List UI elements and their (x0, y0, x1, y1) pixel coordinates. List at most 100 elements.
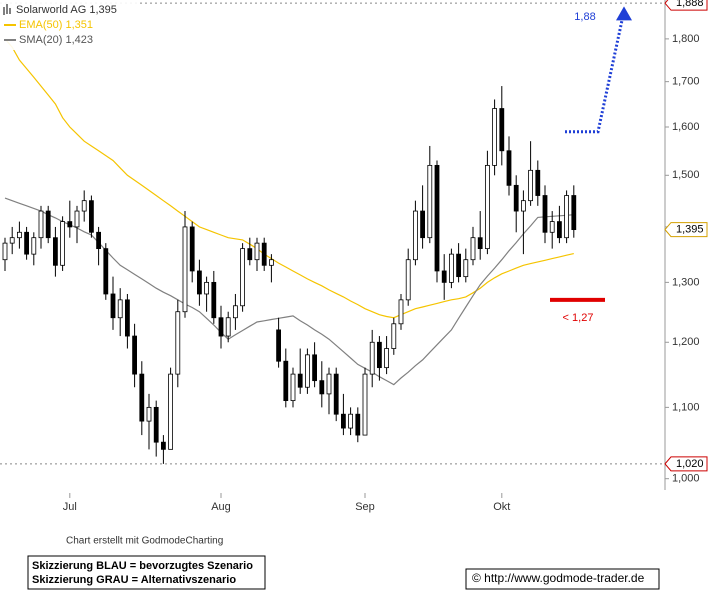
arrow-head (616, 6, 632, 21)
y-tick-label: 1,700 (672, 76, 700, 88)
candle-body (384, 348, 390, 369)
y-tick-label: 1,800 (672, 33, 700, 45)
candle-body (175, 311, 181, 375)
candle-body (340, 413, 346, 429)
y-tick-label: 1,600 (672, 121, 700, 133)
candle-body (204, 281, 210, 295)
candle-body (312, 354, 318, 382)
candle-body (333, 373, 339, 415)
candle-body (125, 299, 130, 337)
candle-body (45, 210, 51, 239)
candle-body (557, 221, 562, 239)
legend-title: Solarworld AG 1,395 (16, 4, 117, 16)
candle-body (103, 248, 109, 295)
candle-body (139, 373, 145, 422)
candle-body (240, 248, 246, 307)
candle-body (398, 299, 404, 325)
candle-body (67, 221, 73, 228)
candle-body (456, 253, 462, 278)
scenario-up-arrow (565, 20, 624, 134)
candle-body (31, 237, 37, 255)
legend-label: SMA(20) 1,423 (19, 34, 93, 46)
candle-body (427, 164, 433, 239)
legend-icon (3, 4, 11, 15)
candle-body (513, 184, 519, 212)
x-tick-label: Sep (355, 501, 375, 513)
candle-body (355, 413, 361, 436)
candle-body (549, 221, 555, 233)
candle-body (196, 270, 202, 295)
notes-box (27, 555, 266, 590)
y-tick-label: 1,500 (672, 169, 700, 181)
candle-body (247, 248, 253, 261)
source: © http://www.godmode-trader.de (472, 571, 645, 585)
candle-body (362, 373, 368, 436)
scenario-down-label: < 1,27 (563, 312, 594, 324)
candle-body (376, 341, 382, 369)
candle-body (564, 195, 569, 239)
candle-body (2, 242, 8, 261)
source-box (465, 568, 660, 590)
candle-body (268, 259, 274, 266)
candle-body (189, 226, 195, 272)
candle-body (261, 242, 267, 266)
candle-body (218, 317, 224, 337)
candle-body (528, 169, 533, 202)
note: Skizzierung BLAU = bevorzugtes Szenario (32, 560, 253, 572)
price-flag (664, 222, 708, 238)
candle-body (24, 231, 30, 255)
candle-body (521, 200, 526, 212)
candle-body (506, 150, 512, 186)
candle-body (535, 169, 541, 196)
candle-body (297, 373, 303, 388)
scenario-up-label: 1,88 (574, 11, 595, 23)
candle-body (168, 373, 174, 450)
x-tick-label: Aug (211, 501, 231, 513)
indicator-line (4, 38, 574, 319)
candle-body (153, 406, 159, 443)
candle-body (348, 413, 354, 429)
candle-body (276, 329, 282, 362)
candle-body (117, 299, 123, 319)
price-flag-label: 1,395 (676, 224, 704, 236)
candle-body (74, 210, 80, 228)
candle-body (499, 108, 505, 152)
y-tick-label: 1,100 (672, 401, 700, 413)
candle-body (232, 305, 238, 319)
candle-body (53, 237, 58, 266)
candle-body (319, 380, 325, 395)
candle-body (38, 210, 44, 239)
note: Skizzierung GRAU = Alternativszenario (32, 574, 236, 586)
candle-body (470, 237, 476, 261)
y-tick-label: 1,000 (672, 473, 700, 485)
candle-body (60, 221, 65, 266)
candle-body (290, 373, 296, 402)
candle-body (420, 210, 426, 239)
legend-label: EMA(50) 1,351 (19, 19, 93, 31)
x-tick-label: Jul (63, 501, 77, 513)
candle-body (182, 226, 188, 313)
candle-body (571, 195, 577, 231)
candle-body (304, 354, 310, 388)
reference-label: 1,020 (676, 458, 704, 470)
x-tick-label: Okt (493, 501, 510, 513)
candle-body (463, 259, 469, 278)
candle-body (391, 323, 397, 349)
candle-body (89, 200, 94, 233)
candle-body (146, 406, 152, 422)
candle-body (9, 237, 15, 244)
y-tick-label: 1,200 (672, 336, 700, 348)
candle-body (96, 231, 101, 250)
candle-body (254, 242, 260, 261)
candle-body (477, 237, 483, 250)
candle-body (283, 360, 289, 402)
candle-body (16, 231, 22, 239)
candle-body (326, 373, 332, 395)
y-tick-label: 1,300 (672, 276, 700, 288)
plot-area (0, 2, 665, 465)
reference-flag (664, 456, 708, 472)
legend-box (0, 0, 140, 50)
candle-body (369, 341, 375, 375)
candle-body (484, 164, 490, 250)
candle-body (81, 200, 87, 212)
